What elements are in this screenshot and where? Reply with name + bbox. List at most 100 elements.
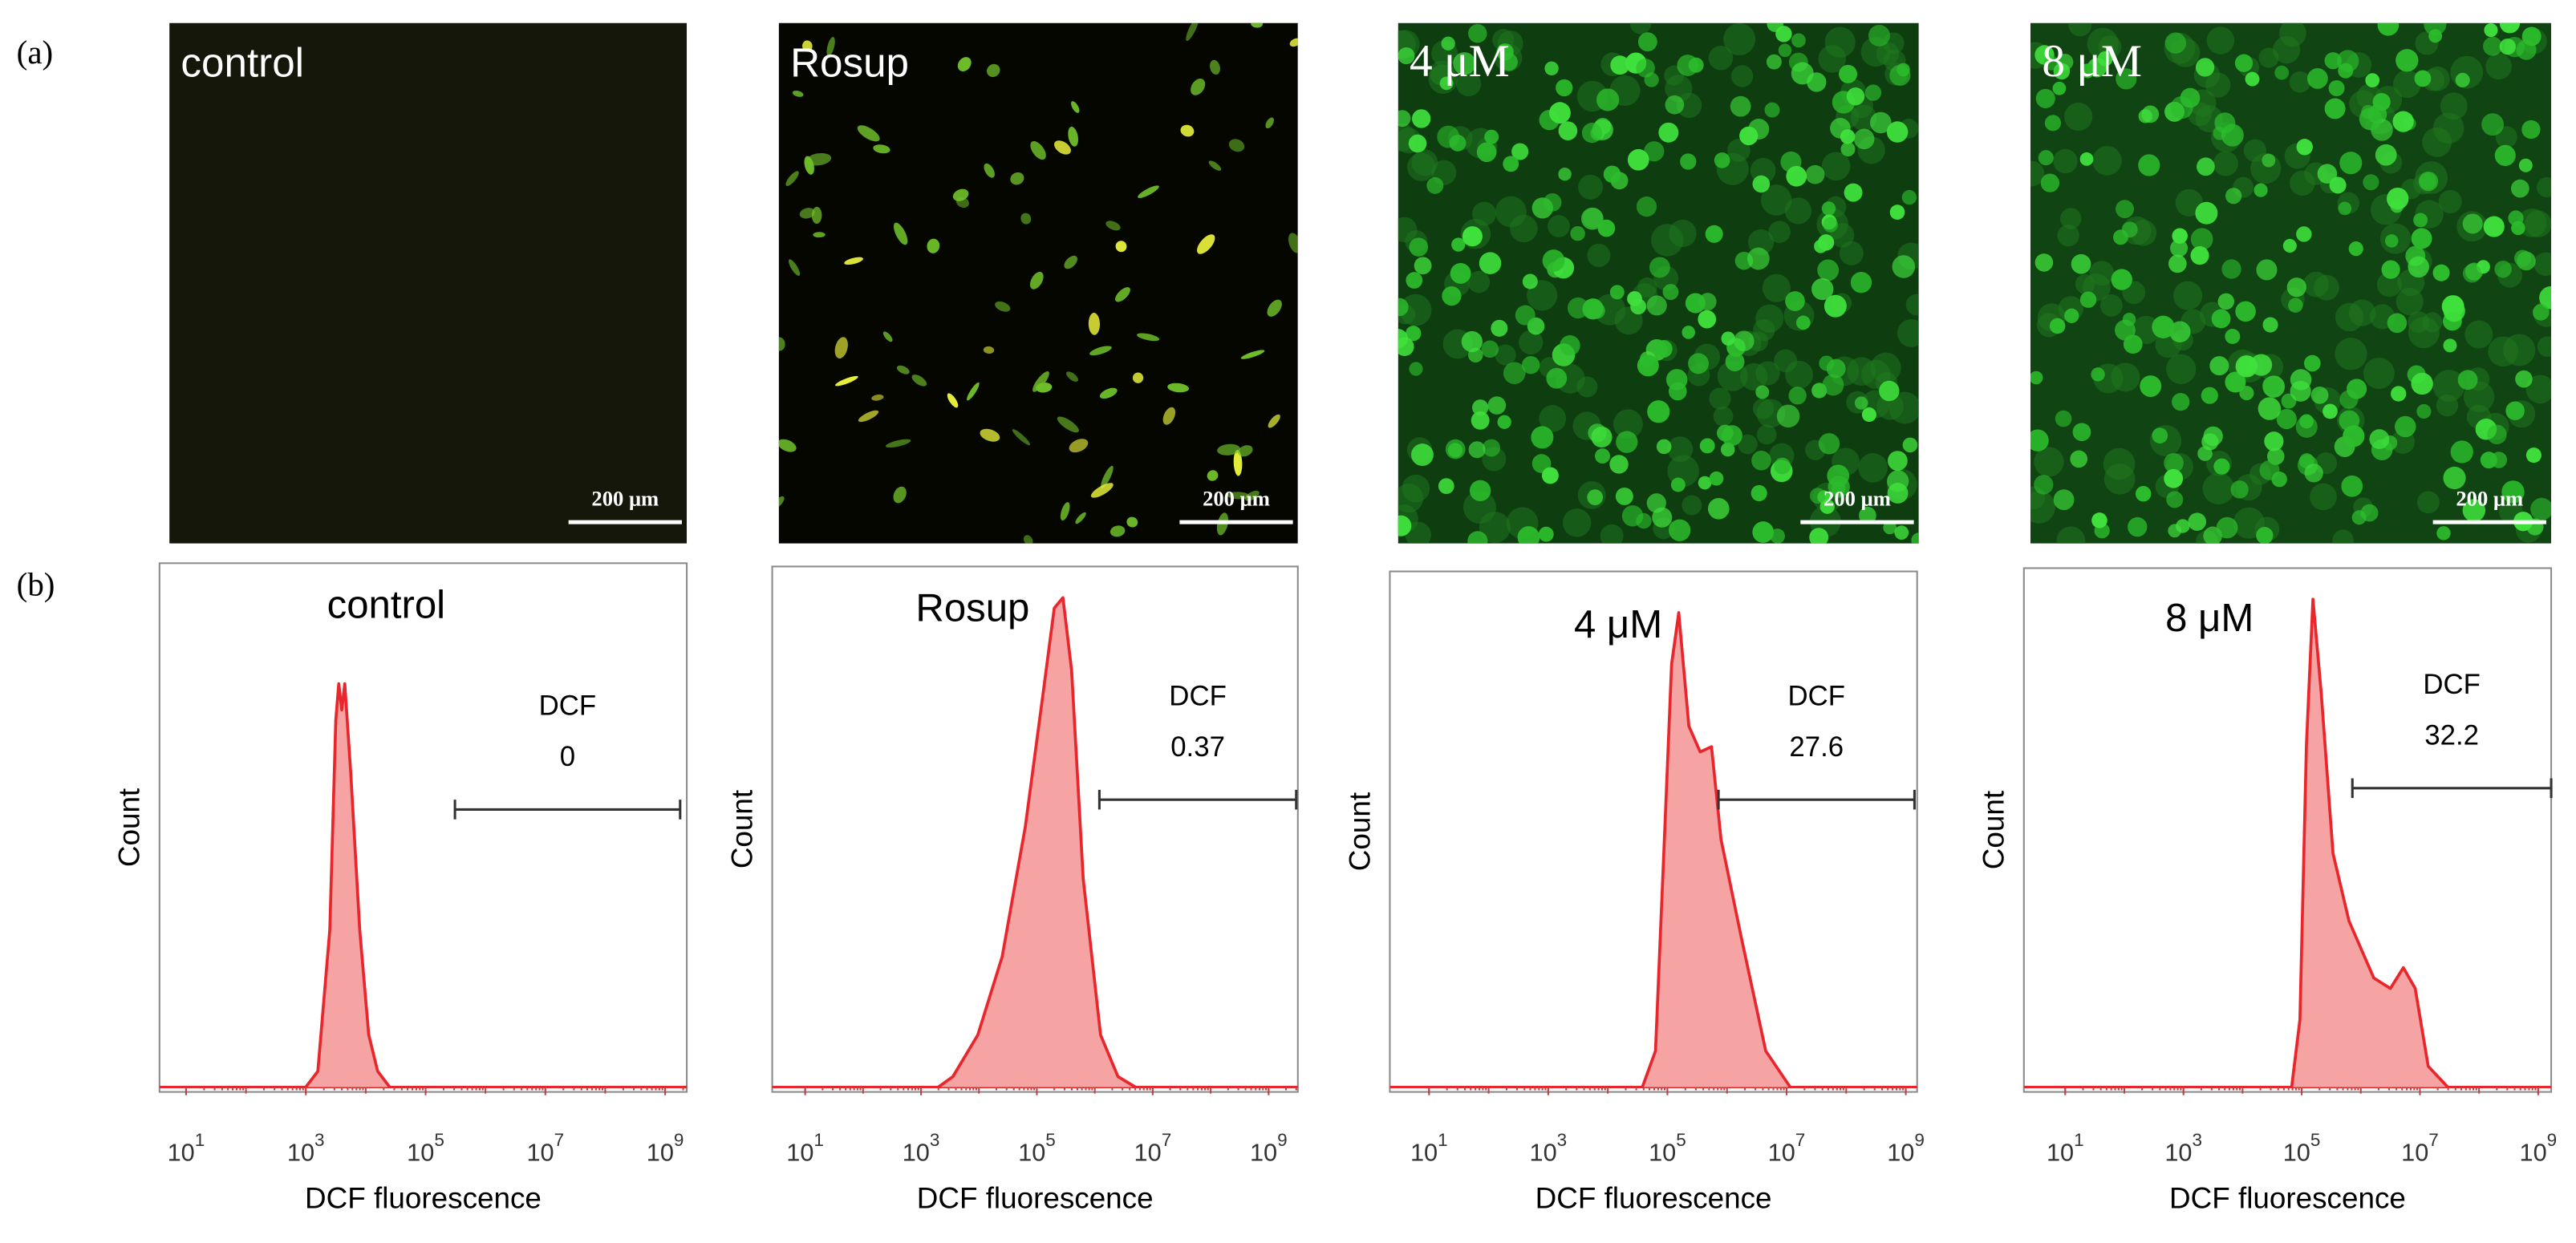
cell — [2395, 415, 2416, 438]
cell — [2384, 234, 2399, 248]
cell — [2324, 52, 2342, 70]
cell — [1786, 165, 1807, 187]
chart-title: Rosup — [915, 587, 1029, 630]
x-tick-label: 105 — [1649, 1130, 1686, 1167]
cell — [1911, 532, 1919, 544]
x-tick-label: 103 — [2164, 1130, 2202, 1167]
cell — [1411, 109, 1431, 128]
cell — [1468, 441, 1486, 459]
cell — [1541, 467, 1559, 484]
cell — [2197, 446, 2213, 461]
cell — [1162, 407, 1176, 425]
cell — [897, 365, 910, 375]
cell — [1889, 204, 1905, 220]
cell-dim — [2188, 102, 2213, 127]
cell — [2296, 139, 2313, 156]
cell — [2138, 109, 2152, 123]
cell — [788, 259, 801, 276]
cell — [2348, 241, 2363, 257]
cell — [2249, 354, 2273, 376]
cell — [1556, 79, 1573, 97]
cell — [2214, 112, 2236, 134]
cell — [1075, 512, 1086, 524]
y-axis-label: Count — [1343, 792, 1376, 871]
cell — [1854, 396, 1868, 410]
cell — [1752, 175, 1771, 193]
cell — [2052, 81, 2067, 95]
cell-dim — [2393, 70, 2421, 99]
cell-dim — [2030, 160, 2045, 187]
cell — [1688, 57, 1704, 73]
x-axis-label: DCF fluorescence — [2169, 1181, 2406, 1214]
cell — [2116, 200, 2134, 219]
cell — [2225, 329, 2241, 344]
cell — [1517, 526, 1540, 544]
cell — [2030, 429, 2049, 451]
gate-label: DCF — [2423, 669, 2481, 700]
cell — [1208, 160, 1222, 171]
cell — [1101, 465, 1114, 488]
cell-dim — [2438, 189, 2462, 214]
cell-dim — [1578, 174, 1604, 200]
cell — [2197, 157, 2215, 176]
cell — [858, 410, 879, 423]
x-tick-label: 109 — [1887, 1130, 1925, 1167]
cell-dim — [2290, 170, 2315, 196]
cell — [1451, 237, 1466, 252]
cell — [1439, 76, 1454, 91]
x-tick-label: 107 — [526, 1130, 564, 1167]
cell — [2230, 480, 2249, 499]
cell-dim — [1402, 474, 1430, 503]
cell — [2462, 213, 2483, 234]
cell — [2436, 526, 2451, 541]
cell — [955, 196, 969, 209]
cell — [1531, 426, 1554, 449]
x-axis-label: DCF fluorescence — [305, 1181, 542, 1214]
cell — [2455, 72, 2470, 87]
cell — [2296, 226, 2312, 242]
scale-bar-label: 200 μm — [591, 487, 659, 511]
cell — [1861, 407, 1876, 423]
cell — [2135, 486, 2152, 502]
cell — [1071, 101, 1080, 113]
gate-label: DCF — [1169, 680, 1227, 711]
cell — [2530, 497, 2552, 520]
gate-label: DCF — [1788, 680, 1846, 711]
gate-value: 0 — [560, 741, 575, 772]
cell — [1870, 111, 1892, 134]
x-tick-label: 107 — [1134, 1130, 1172, 1167]
cell — [1538, 526, 1554, 542]
cell — [1897, 63, 1910, 77]
cell — [2049, 318, 2066, 334]
cell — [2484, 22, 2498, 38]
cell — [2290, 380, 2311, 402]
cell — [2339, 390, 2359, 409]
cell — [2166, 491, 2184, 508]
cell — [1481, 340, 1499, 358]
cell — [2328, 80, 2345, 97]
cell — [2338, 201, 2352, 216]
cell — [2070, 450, 2088, 468]
cell — [1265, 117, 1274, 129]
cell-dim — [1738, 434, 1758, 455]
cell — [1698, 476, 1712, 490]
cell — [1543, 193, 1562, 212]
cell — [2377, 22, 2400, 36]
cell — [2483, 36, 2503, 56]
cell — [1167, 383, 1189, 393]
cell-dim — [2053, 148, 2078, 174]
cell — [987, 63, 1000, 78]
cell-dim — [2202, 472, 2235, 505]
cell — [2121, 221, 2138, 238]
cell-dim — [2206, 26, 2235, 55]
micrograph — [2030, 22, 2552, 544]
cell — [1688, 353, 1709, 375]
cell-dim — [1455, 71, 1482, 97]
cell — [1491, 319, 1508, 337]
cell — [1542, 249, 1565, 272]
cell-dim — [1821, 152, 1851, 181]
cell — [1636, 196, 1657, 217]
cell — [1467, 531, 1488, 544]
cell-dim — [1752, 398, 1775, 419]
cell — [2116, 68, 2137, 90]
